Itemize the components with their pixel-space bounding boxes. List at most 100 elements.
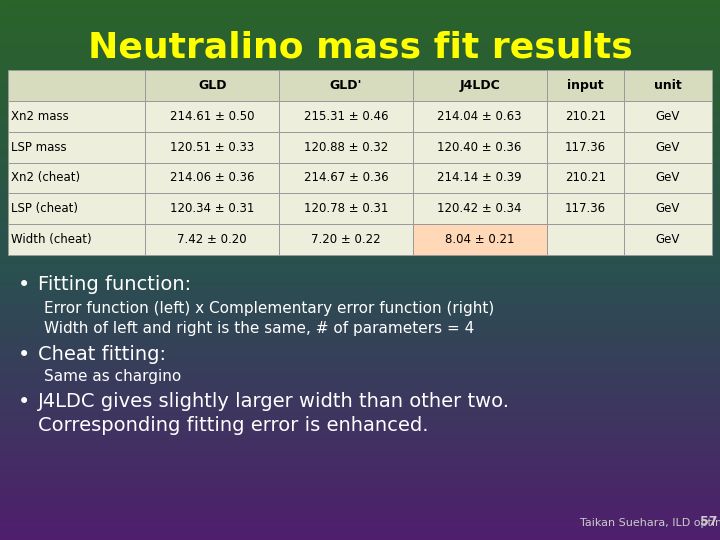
Bar	[0, 535, 720, 537]
Bar	[0, 119, 720, 122]
Bar	[0, 8, 720, 11]
Bar	[0, 505, 720, 508]
Bar	[0, 100, 720, 103]
Bar	[0, 108, 720, 111]
Bar	[0, 262, 720, 265]
Bar	[0, 508, 720, 510]
Bar	[0, 467, 720, 470]
Bar	[0, 211, 720, 213]
Bar	[0, 103, 720, 105]
Bar	[0, 116, 720, 119]
Bar	[0, 154, 720, 157]
Bar	[0, 472, 720, 475]
Bar	[0, 219, 720, 221]
Bar	[0, 232, 720, 235]
Bar	[0, 197, 720, 200]
Bar	[0, 524, 720, 526]
Text: 215.31 ± 0.46: 215.31 ± 0.46	[304, 110, 388, 123]
Bar	[0, 481, 720, 483]
Bar	[0, 178, 720, 181]
Bar	[0, 321, 720, 324]
Bar	[0, 462, 720, 464]
Bar	[0, 491, 720, 494]
Bar	[0, 292, 720, 294]
Bar	[0, 148, 720, 151]
Bar	[0, 281, 720, 284]
Bar	[0, 46, 720, 49]
Bar	[0, 464, 720, 467]
Bar	[0, 513, 720, 516]
Bar	[546, 224, 624, 255]
Bar	[0, 143, 720, 146]
Bar	[0, 448, 720, 451]
Bar	[0, 373, 720, 375]
Bar	[546, 163, 624, 193]
Bar	[0, 167, 720, 170]
Bar	[0, 19, 720, 22]
Text: J4LDC: J4LDC	[459, 79, 500, 92]
Bar	[0, 130, 720, 132]
Bar	[0, 105, 720, 108]
Bar	[0, 410, 720, 413]
Text: GLD: GLD	[198, 79, 226, 92]
Bar	[0, 124, 720, 127]
Bar	[0, 230, 720, 232]
Bar	[279, 132, 413, 163]
Bar	[0, 254, 720, 256]
Bar	[0, 176, 720, 178]
Bar	[0, 227, 720, 229]
Bar	[0, 194, 720, 197]
Bar	[413, 224, 546, 255]
Bar	[0, 256, 720, 259]
Bar	[0, 329, 720, 332]
Bar	[0, 478, 720, 481]
Text: 120.51 ± 0.33: 120.51 ± 0.33	[170, 140, 254, 153]
Bar	[0, 313, 720, 316]
Text: 120.88 ± 0.32: 120.88 ± 0.32	[304, 140, 388, 153]
Bar	[0, 267, 720, 270]
Bar	[279, 70, 413, 101]
Bar	[0, 305, 720, 308]
Text: Xn2 (cheat): Xn2 (cheat)	[11, 171, 80, 185]
Text: 7.42 ± 0.20: 7.42 ± 0.20	[177, 233, 247, 246]
Bar	[279, 193, 413, 224]
Text: 57: 57	[700, 515, 718, 528]
Bar	[0, 451, 720, 454]
Bar	[0, 243, 720, 246]
Text: 210.21: 210.21	[564, 110, 606, 123]
Bar	[0, 308, 720, 310]
Bar	[8, 193, 145, 224]
Bar	[0, 113, 720, 116]
Bar	[0, 327, 720, 329]
Bar	[0, 89, 720, 92]
Text: Width (cheat): Width (cheat)	[11, 233, 91, 246]
Bar	[0, 184, 720, 186]
Bar	[0, 356, 720, 359]
Bar	[0, 494, 720, 497]
Bar	[0, 202, 720, 205]
Bar	[0, 392, 720, 394]
Bar	[0, 521, 720, 524]
Bar	[0, 0, 720, 3]
Bar	[0, 40, 720, 43]
Bar	[0, 127, 720, 130]
Text: 117.36: 117.36	[564, 140, 606, 153]
Text: Width of left and right is the same, # of parameters = 4: Width of left and right is the same, # o…	[44, 321, 474, 336]
Bar	[0, 432, 720, 435]
Bar	[0, 192, 720, 194]
Bar	[0, 300, 720, 302]
Bar	[0, 297, 720, 300]
Bar	[624, 224, 712, 255]
Bar	[0, 370, 720, 373]
Bar	[0, 402, 720, 405]
Bar	[0, 151, 720, 154]
Bar	[0, 332, 720, 335]
Text: Neutralino mass fit results: Neutralino mass fit results	[88, 30, 632, 64]
Bar	[0, 418, 720, 421]
Text: 120.42 ± 0.34: 120.42 ± 0.34	[438, 202, 522, 215]
Bar	[413, 70, 546, 101]
Text: unit: unit	[654, 79, 682, 92]
Bar	[0, 140, 720, 143]
Text: 210.21: 210.21	[564, 171, 606, 185]
Bar	[0, 38, 720, 40]
